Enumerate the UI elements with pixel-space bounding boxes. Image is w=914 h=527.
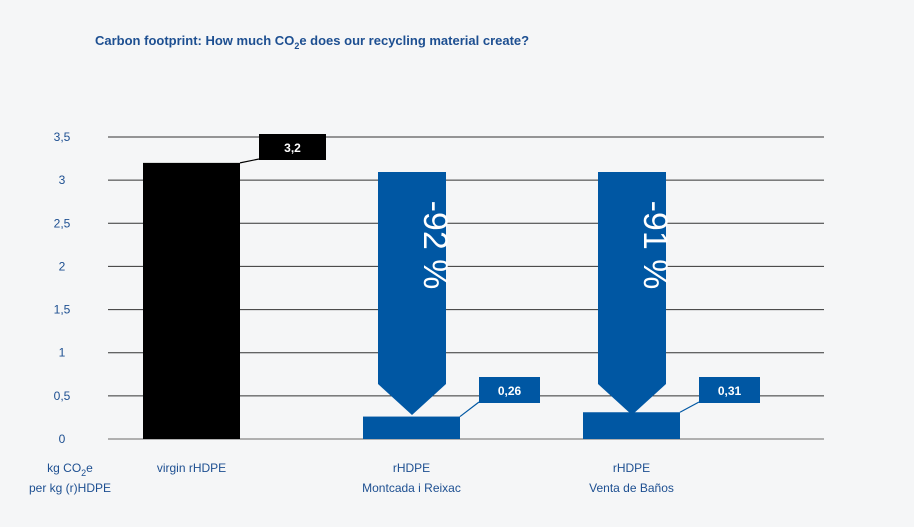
y-tick-labels: 0 0,5 1 1,5 2 2,5 3 3,5 bbox=[54, 130, 71, 446]
reduction-label: -91 % bbox=[636, 201, 674, 290]
bar-2 bbox=[583, 412, 680, 439]
category-label-line2: Venta de Baños bbox=[589, 481, 674, 495]
y-tick-label: 0,5 bbox=[54, 389, 71, 403]
category-label: virgin rHDPE bbox=[157, 461, 226, 475]
data-label-box bbox=[479, 377, 540, 403]
label-connector bbox=[459, 401, 480, 418]
data-label: 0,26 bbox=[498, 384, 522, 398]
label-connector bbox=[239, 158, 260, 164]
y-tick-label: 1,5 bbox=[54, 303, 71, 317]
y-tick-label: 0 bbox=[59, 432, 66, 446]
y-tick-label: 3,5 bbox=[54, 130, 71, 144]
data-label: 3,2 bbox=[284, 141, 301, 155]
category-label: rHDPE bbox=[393, 461, 430, 475]
y-tick-label: 2 bbox=[59, 259, 66, 273]
data-label: 0,31 bbox=[718, 384, 742, 398]
y-axis-label: kg CO2e bbox=[47, 461, 93, 478]
chart-title: Carbon footprint: How much CO2e does our… bbox=[95, 33, 529, 51]
bar-1 bbox=[363, 416, 460, 439]
y-axis-label-line2: per kg (r)HDPE bbox=[29, 481, 111, 495]
category-label-line2: Montcada i Reixac bbox=[362, 481, 461, 495]
data-label-box bbox=[699, 377, 760, 403]
bars: 3,2 virgin rHDPE 0,26 rHDPE Montcada i Reixa… bbox=[143, 134, 760, 495]
y-tick-label: 3 bbox=[59, 173, 66, 187]
reduction-arrow bbox=[598, 172, 666, 415]
bar-0 bbox=[143, 162, 240, 439]
reduction-label: -92 % bbox=[416, 201, 454, 290]
label-connector bbox=[679, 401, 700, 413]
y-tick-label: 1 bbox=[59, 346, 66, 360]
reduction-arrow bbox=[378, 172, 446, 415]
data-label-box bbox=[259, 134, 326, 160]
y-tick-label: 2,5 bbox=[54, 216, 71, 230]
category-label: rHDPE bbox=[613, 461, 650, 475]
